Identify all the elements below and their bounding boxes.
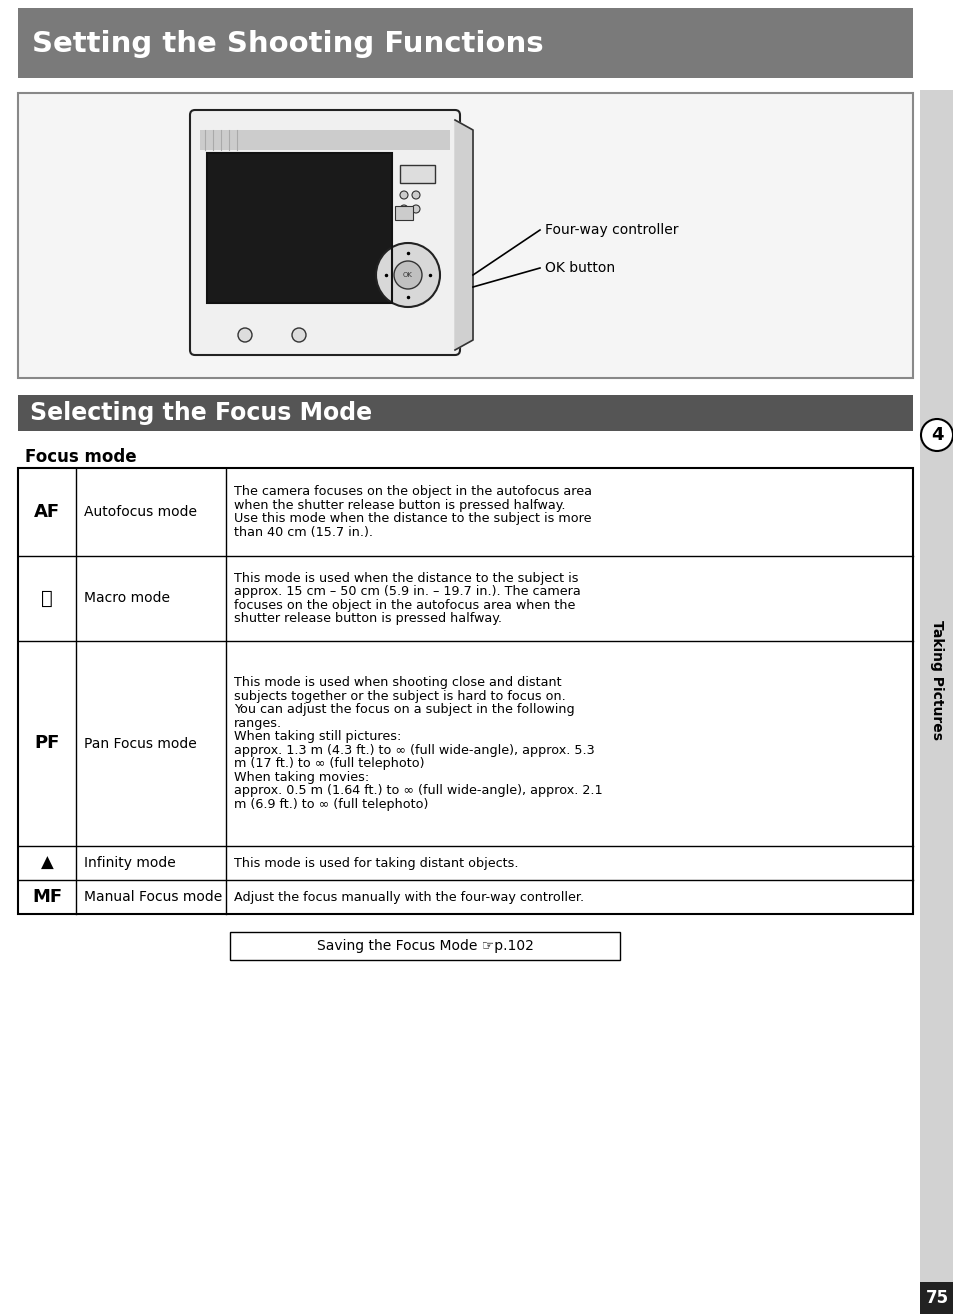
Text: approx. 0.5 m (1.64 ft.) to ∞ (full wide-angle), approx. 2.1: approx. 0.5 m (1.64 ft.) to ∞ (full wide… [233, 784, 602, 798]
Text: The camera focuses on the object in the autofocus area: The camera focuses on the object in the … [233, 485, 592, 498]
Text: Autofocus mode: Autofocus mode [84, 505, 196, 519]
Text: ▲: ▲ [41, 854, 53, 872]
Circle shape [375, 243, 439, 307]
Text: focuses on the object in the autofocus area when the: focuses on the object in the autofocus a… [233, 599, 575, 612]
Text: 75: 75 [924, 1289, 947, 1307]
Text: m (6.9 ft.) to ∞ (full telephoto): m (6.9 ft.) to ∞ (full telephoto) [233, 798, 428, 811]
Text: when the shutter release button is pressed halfway.: when the shutter release button is press… [233, 499, 565, 511]
Text: approx. 15 cm – 50 cm (5.9 in. – 19.7 in.). The camera: approx. 15 cm – 50 cm (5.9 in. – 19.7 in… [233, 585, 580, 598]
Text: Manual Focus mode: Manual Focus mode [84, 890, 222, 904]
Text: OK button: OK button [544, 261, 615, 275]
Circle shape [237, 328, 252, 342]
Text: When taking still pictures:: When taking still pictures: [233, 731, 401, 744]
Text: Macro mode: Macro mode [84, 591, 170, 606]
Text: MF: MF [31, 888, 62, 905]
Text: ranges.: ranges. [233, 716, 282, 729]
Text: 🌻: 🌻 [41, 589, 52, 608]
Text: subjects together or the subject is hard to focus on.: subjects together or the subject is hard… [233, 690, 565, 703]
Bar [207, 152, 392, 304]
Bar [230, 932, 619, 961]
Text: This mode is used for taking distant objects.: This mode is used for taking distant obj… [233, 857, 518, 870]
Text: When taking movies:: When taking movies: [233, 771, 369, 783]
Bar [395, 206, 413, 219]
Bar [18, 468, 912, 915]
Text: AF: AF [34, 503, 60, 520]
Text: than 40 cm (15.7 in.).: than 40 cm (15.7 in.). [233, 526, 373, 539]
Circle shape [394, 261, 421, 289]
Text: 4: 4 [930, 426, 943, 444]
Text: m (17 ft.) to ∞ (full telephoto): m (17 ft.) to ∞ (full telephoto) [233, 757, 424, 770]
Circle shape [412, 191, 419, 198]
Bar [18, 8, 912, 78]
Text: Pan Focus mode: Pan Focus mode [84, 737, 196, 750]
Text: approx. 1.3 m (4.3 ft.) to ∞ (full wide-angle), approx. 5.3: approx. 1.3 m (4.3 ft.) to ∞ (full wide-… [233, 744, 594, 757]
Text: You can adjust the focus on a subject in the following: You can adjust the focus on a subject in… [233, 703, 574, 716]
Bar [18, 93, 912, 378]
Text: Selecting the Focus Mode: Selecting the Focus Mode [30, 401, 372, 424]
Text: Setting the Shooting Functions: Setting the Shooting Functions [32, 30, 543, 58]
Circle shape [412, 205, 419, 213]
Bar [399, 166, 435, 183]
Bar [919, 89, 953, 1290]
Text: Adjust the focus manually with the four-way controller.: Adjust the focus manually with the four-… [233, 891, 583, 904]
Circle shape [399, 205, 408, 213]
Bar [207, 152, 392, 304]
Text: This mode is used when the distance to the subject is: This mode is used when the distance to t… [233, 572, 578, 585]
Bar [919, 1282, 953, 1314]
Circle shape [920, 419, 952, 451]
Text: Use this mode when the distance to the subject is more: Use this mode when the distance to the s… [233, 512, 591, 526]
Bar [18, 396, 912, 431]
Text: This mode is used when shooting close and distant: This mode is used when shooting close an… [233, 677, 561, 690]
Text: Infinity mode: Infinity mode [84, 855, 175, 870]
Text: Four-way controller: Four-way controller [544, 223, 678, 237]
Text: OK: OK [402, 272, 413, 279]
Text: Saving the Focus Mode ☞p.102: Saving the Focus Mode ☞p.102 [316, 940, 533, 953]
Circle shape [399, 191, 408, 198]
Text: Focus mode: Focus mode [25, 448, 136, 466]
Bar [200, 130, 450, 150]
Text: PF: PF [34, 735, 60, 753]
Text: shutter release button is pressed halfway.: shutter release button is pressed halfwa… [233, 612, 501, 625]
FancyBboxPatch shape [190, 110, 459, 355]
Circle shape [292, 328, 306, 342]
Text: Taking Pictures: Taking Pictures [929, 620, 943, 740]
Polygon shape [455, 120, 473, 350]
